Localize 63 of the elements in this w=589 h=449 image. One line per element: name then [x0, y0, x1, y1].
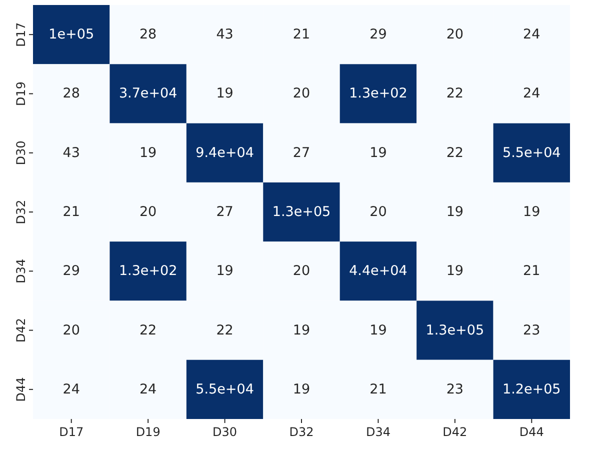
data-label: 22 [139, 322, 157, 338]
data-label: 19 [216, 263, 234, 280]
data-label: 1.3e+02 [118, 263, 178, 280]
data-label: 22 [216, 322, 234, 338]
data-label: 19 [370, 144, 387, 161]
data-label: 19 [523, 204, 540, 220]
x-tick-label: D30 [212, 425, 238, 439]
data-label: 28 [62, 86, 80, 102]
data-label: 21 [62, 204, 80, 220]
data-label: 20 [292, 263, 310, 280]
data-label: 19 [370, 322, 387, 338]
data-label: 27 [216, 204, 234, 220]
y-tick-label: D17 [14, 22, 28, 47]
data-label: 24 [523, 26, 540, 43]
data-label: 29 [370, 26, 387, 43]
data-label: 43 [62, 144, 80, 161]
data-label: 1.3e+05 [426, 322, 484, 338]
y-tick-label: D34 [14, 258, 28, 284]
data-label: 19 [216, 86, 234, 102]
data-label: 19 [292, 322, 310, 338]
data-label: 20 [292, 86, 310, 102]
data-label: 24 [139, 381, 157, 398]
data-label: 3.7e+04 [118, 86, 178, 102]
data-label: 29 [62, 263, 80, 280]
y-tick-label: D32 [14, 200, 28, 224]
data-label: 21 [370, 381, 387, 398]
data-label: 24 [62, 381, 80, 398]
data-label: 4.4e+04 [349, 263, 408, 280]
x-tick-label: D34 [366, 425, 390, 439]
x-tick-label: D19 [136, 425, 160, 439]
data-label: 1.3e+02 [349, 86, 408, 102]
data-label: 19 [139, 144, 157, 161]
data-label: 22 [446, 144, 464, 161]
data-label: 23 [523, 322, 540, 338]
data-label: 23 [446, 381, 464, 398]
data-label: 5.5e+04 [196, 381, 254, 398]
data-label: 24 [523, 86, 540, 102]
x-tick-label: D44 [519, 425, 544, 439]
data-label: 21 [523, 263, 540, 280]
data-label: 19 [446, 204, 464, 220]
data-label: 43 [216, 26, 234, 43]
data-label: 28 [139, 26, 157, 43]
data-label: 20 [62, 322, 80, 338]
data-label: 20 [139, 204, 157, 220]
x-tick-label: D32 [289, 425, 314, 439]
x-tick-label: D42 [442, 425, 468, 439]
y-tick-label: D19 [14, 81, 28, 106]
data-label: 1.3e+05 [272, 204, 331, 220]
y-tick-label: D30 [14, 140, 28, 166]
data-label: 19 [446, 263, 464, 280]
data-label: 1e+05 [48, 26, 94, 43]
data-label: 19 [292, 381, 310, 398]
data-label: 27 [292, 144, 310, 161]
data-label: 20 [370, 204, 387, 220]
y-tick-label: D44 [14, 377, 28, 402]
data-label: 21 [292, 26, 310, 43]
x-tick-label: D17 [59, 425, 84, 439]
y-tick-label: D42 [14, 318, 28, 343]
data-label: 22 [446, 86, 464, 102]
data-label: 5.5e+04 [502, 144, 561, 161]
data-label: 20 [446, 26, 464, 43]
data-label: 9.4e+04 [196, 144, 254, 161]
data-label: 1.2e+05 [502, 381, 561, 398]
